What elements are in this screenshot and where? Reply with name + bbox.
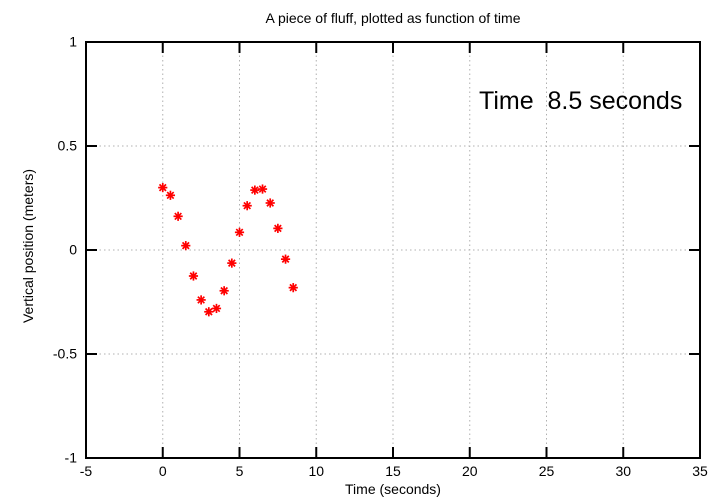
- chart-title: A piece of fluff, plotted as function of…: [265, 10, 521, 26]
- y-tick-label: 0: [69, 241, 77, 258]
- x-tick-label: 15: [385, 463, 401, 479]
- y-axis-label: Vertical position (meters): [20, 168, 36, 324]
- y-tick-label: 0.5: [57, 137, 77, 154]
- x-tick-label: 30: [615, 463, 632, 479]
- x-tick-label: 10: [308, 463, 325, 479]
- time-annotation: Time 8.5 seconds: [479, 87, 683, 115]
- y-tick-label: 1: [69, 33, 77, 50]
- x-tick-label: 0: [158, 463, 167, 479]
- y-tick-label: -1: [64, 449, 77, 466]
- x-tick-label: 20: [461, 463, 478, 479]
- x-tick-label: 5: [235, 463, 244, 479]
- x-tick-label: -5: [79, 463, 93, 479]
- x-tick-label: 25: [538, 463, 555, 479]
- x-tick-label: 35: [692, 463, 708, 479]
- y-tick-label: -0.5: [52, 345, 77, 362]
- x-axis-label: Time (seconds): [345, 481, 441, 497]
